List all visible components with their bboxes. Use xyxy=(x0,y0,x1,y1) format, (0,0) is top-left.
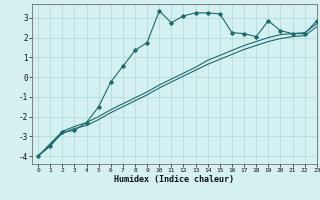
X-axis label: Humidex (Indice chaleur): Humidex (Indice chaleur) xyxy=(115,175,234,184)
